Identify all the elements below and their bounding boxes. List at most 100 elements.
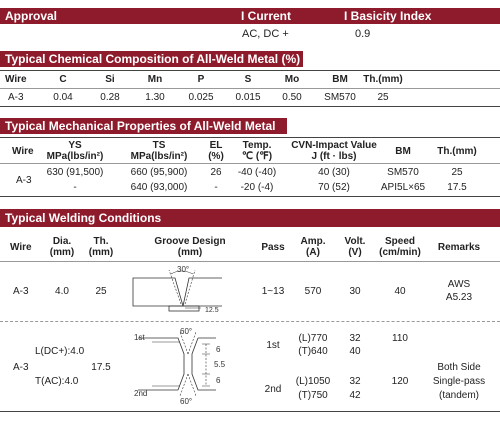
chem-h-si: Si	[105, 74, 115, 85]
mech-h-temp-unit: ℃ (℉)	[241, 151, 273, 162]
chem-title: Typical Chemical Composition of All-Weld…	[5, 52, 301, 66]
chem-h-s: S	[244, 74, 252, 85]
weld-h-amp: Amp. (A)	[296, 236, 330, 258]
current-label: I Current	[241, 9, 292, 23]
mech-h-cvn-label: CVN-Impact Value	[291, 140, 377, 151]
weld-header-rule	[0, 261, 500, 262]
groove-double-angle-2: 60°	[180, 397, 192, 406]
weld-h-remarks: Remarks	[437, 242, 481, 253]
mech-r2-ts: 640 (93,000)	[130, 182, 188, 193]
groove-double-angle-1: 60°	[180, 328, 192, 336]
weld-h-amp-label: Amp.	[300, 236, 326, 247]
weld-r2-wire: A-3	[13, 362, 29, 373]
weld-h-volt-label: Volt.	[344, 236, 366, 247]
chem-wire: A-3	[8, 92, 24, 103]
weld-r2-remarks-3: (tandem)	[438, 390, 479, 401]
chem-p: 0.025	[188, 92, 214, 103]
mech-r1-th: 25	[451, 167, 463, 178]
mech-r2-th: 17.5	[447, 182, 467, 193]
groove-single-angle: 30°	[177, 265, 189, 274]
mech-r2-bm: API5L×65	[380, 182, 426, 193]
weld-r2-pass-1: 1st	[266, 340, 280, 351]
weld-h-dia-label: Dia.	[52, 236, 72, 247]
mech-r1-el: 26	[210, 167, 222, 178]
mech-h-ys-label: YS	[68, 140, 82, 151]
weld-h-groove-unit: (mm)	[177, 247, 203, 258]
weld-r1-remarks-1: AWS	[447, 279, 471, 290]
mech-h-temp: Temp. ℃ (℉)	[234, 140, 280, 162]
mech-wire: A-3	[16, 175, 32, 186]
weld-r1-remarks-2: A5.23	[445, 292, 473, 303]
weld-r2-volt-1a: 32	[349, 333, 361, 344]
groove-double-d1: 6	[216, 345, 221, 354]
mech-r1-temp: -40 (-40)	[237, 167, 277, 178]
weld-r2-dia-1: L(DC+):4.0	[35, 346, 85, 357]
basicity-label: I Basicity Index	[344, 9, 432, 23]
weld-r2-remarks-2: Single-pass	[432, 376, 486, 387]
weld-r2-amp-2b: (T)750	[298, 390, 328, 401]
chem-title-bar: Typical Chemical Composition of All-Weld…	[0, 51, 303, 67]
mech-h-ts-unit: MPa(lbs/in²)	[130, 151, 188, 162]
weld-r2-remarks-1: Both Side	[437, 362, 481, 373]
chem-top-rule	[0, 70, 500, 71]
weld-r1-speed: 40	[394, 286, 406, 297]
weld-r1-wire: A-3	[13, 286, 29, 297]
mech-r2-el: -	[214, 182, 218, 193]
mech-r2-temp: -20 (-4)	[240, 182, 274, 193]
weld-title-bar: Typical Welding Conditions	[0, 209, 500, 227]
approval-title: Approval	[5, 9, 58, 23]
weld-title: Typical Welding Conditions	[5, 211, 162, 225]
weld-h-dia: Dia. (mm)	[45, 236, 79, 258]
weld-h-wire: Wire	[10, 242, 32, 253]
weld-h-pass: Pass	[261, 242, 285, 253]
mech-r1-ts: 660 (95,900)	[130, 167, 188, 178]
chem-h-mn: Mn	[147, 74, 163, 85]
weld-h-th: Th. (mm)	[84, 236, 118, 258]
mech-title-bar: Typical Mechanical Properties of All-Wel…	[0, 118, 287, 134]
mech-h-cvn-unit: J (ft · lbs)	[311, 151, 357, 162]
mech-r1-cvn: 40 (30)	[318, 167, 350, 178]
weld-r2-volt-2a: 32	[349, 376, 361, 387]
chem-si: 0.28	[100, 92, 120, 103]
weld-h-dia-unit: (mm)	[49, 247, 75, 258]
mech-mid-rule	[0, 163, 500, 164]
groove-double-label-2nd: 2nd	[134, 389, 147, 398]
weld-row-divider	[0, 321, 500, 322]
weld-r1-pass: 1~13	[261, 286, 285, 297]
chem-mid-rule	[0, 88, 500, 89]
weld-r2-speed-2: 120	[391, 376, 409, 387]
groove-double-d2: 5.5	[214, 360, 226, 369]
groove-double-label-1st: 1st	[134, 333, 145, 342]
chem-h-p: P	[197, 74, 205, 85]
mech-h-el-unit: (%)	[208, 151, 224, 162]
mech-h-wire: Wire	[12, 146, 34, 157]
groove-single-dim: 12.5	[205, 307, 219, 314]
chem-h-bm: BM	[332, 74, 348, 85]
chem-h-th: Th.(mm)	[363, 74, 403, 85]
mech-r1-ys: 630 (91,500)	[46, 167, 104, 178]
groove-double-v-diagram: 1st 2nd 60° 60° 6 5.5 6	[134, 328, 226, 406]
weld-r2-pass-2: 2nd	[264, 384, 282, 395]
weld-r2-amp-1b: (T)640	[298, 346, 328, 357]
groove-single-v-diagram: 30° 12.5	[132, 265, 222, 314]
chem-mo: 0.50	[282, 92, 302, 103]
mech-h-ts-label: TS	[152, 140, 166, 151]
mech-top-rule	[0, 137, 500, 138]
weld-r2-amp-1a: (L)770	[298, 333, 328, 344]
basicity-value: 0.9	[355, 28, 371, 40]
weld-h-amp-unit: (A)	[306, 247, 320, 258]
weld-r2-amp-2a: (L)1050	[295, 376, 331, 387]
weld-r2-speed-1: 110	[392, 333, 408, 344]
mech-h-ys-unit: MPa(lbs/in²)	[46, 151, 104, 162]
weld-r1-th: 25	[95, 286, 107, 297]
mech-h-cvn: CVN-Impact Value J (ft · lbs)	[286, 140, 382, 162]
weld-h-volt-unit: (V)	[348, 247, 362, 258]
chem-s: 0.015	[235, 92, 261, 103]
groove-double-d3: 6	[216, 376, 221, 385]
weld-h-speed-label: Speed	[384, 236, 415, 247]
weld-r1-amp: 570	[304, 286, 322, 297]
current-value: AC, DC +	[242, 28, 289, 40]
mech-h-ts: TS MPa(lbs/in²)	[124, 140, 194, 162]
weld-r2-th: 17.5	[91, 362, 111, 373]
weld-bottom-rule	[0, 411, 500, 412]
